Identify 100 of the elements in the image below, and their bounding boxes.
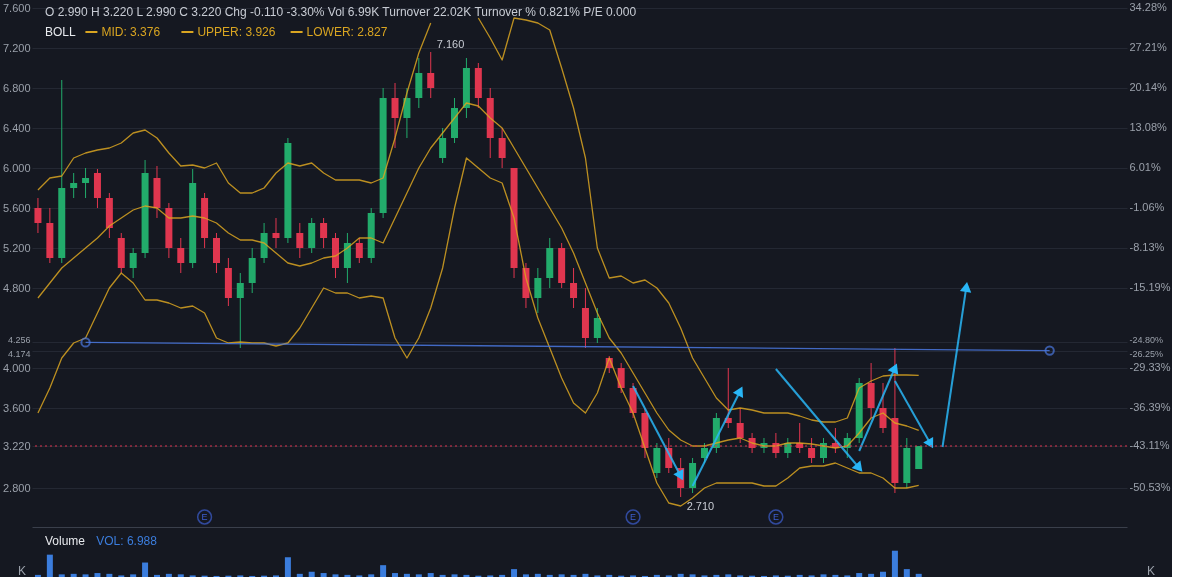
bar	[320, 573, 327, 577]
candlestick	[439, 127, 447, 164]
candlestick	[355, 237, 363, 264]
candlestick	[534, 267, 542, 314]
y2-tick-label: -43.11%	[1129, 439, 1170, 452]
bar	[82, 574, 89, 577]
bar	[58, 574, 65, 577]
candlestick	[236, 272, 244, 349]
candlestick	[403, 87, 411, 139]
bar	[796, 574, 803, 577]
legend-label: MID: 3.376	[101, 25, 161, 39]
y2-tick-label: -15.19%	[1129, 281, 1171, 294]
bar	[511, 569, 518, 577]
bar	[856, 573, 863, 577]
line-series	[477, 17, 920, 423]
y2-tick-label: -24.80%	[1129, 334, 1164, 345]
y-tick-label: 6.400	[2, 121, 31, 134]
candlestick	[593, 307, 601, 344]
y2-tick-label: -50.53%	[1129, 481, 1171, 494]
y2-tick-label: 27.21%	[1129, 41, 1168, 54]
y-tick-label: 4.000	[2, 361, 31, 374]
bar	[368, 574, 375, 577]
bar	[130, 574, 137, 577]
bar	[522, 574, 529, 577]
bar	[415, 574, 422, 577]
point	[1044, 345, 1055, 356]
bar	[106, 573, 113, 577]
bar	[820, 574, 827, 577]
candlestick	[498, 127, 506, 169]
y-tick-label: 4.800	[2, 281, 31, 294]
bar	[46, 554, 53, 577]
y-tick-label: 3.220	[2, 439, 31, 452]
bar	[570, 574, 577, 577]
annotation: O 2.990 H 3.220 L 2.990 C 3.220 Chg -0.110 -3.30% Vol 6.99K Turnover 22.02K Turnover % 0.821% P/E 0.000	[45, 5, 637, 19]
y-tick-label: 5.200	[2, 241, 31, 254]
bar	[284, 557, 291, 577]
candlestick	[736, 407, 744, 444]
bar	[439, 574, 446, 577]
y2-tick-label: 20.14%	[1129, 81, 1168, 94]
bar	[451, 574, 458, 577]
candlestick	[320, 217, 328, 249]
line-series	[37, 22, 432, 194]
candlestick	[129, 247, 137, 279]
bar	[296, 573, 303, 577]
y-tick-label: 2.800	[2, 481, 31, 494]
bar	[713, 574, 720, 577]
data-label: E	[201, 512, 208, 522]
y2-tick-label: 6.01%	[1129, 161, 1161, 174]
bar	[868, 573, 875, 577]
candlestick	[427, 51, 435, 99]
bar	[94, 573, 101, 577]
y2-tick-label: 13.08%	[1129, 121, 1168, 134]
bar	[915, 573, 922, 577]
bar	[582, 573, 589, 577]
bar	[499, 574, 506, 577]
bar	[653, 574, 660, 577]
annotation: 7.160	[436, 38, 465, 50]
bar	[903, 569, 910, 577]
candlestick	[70, 172, 78, 199]
bar	[308, 571, 315, 577]
candlestick	[82, 167, 90, 199]
point	[80, 337, 91, 348]
bar	[177, 574, 184, 577]
bar	[427, 573, 434, 577]
candlestick	[570, 267, 578, 309]
y-tick-label: 7.200	[2, 41, 31, 54]
data-label: E	[630, 512, 637, 522]
bar	[34, 574, 41, 577]
bar	[880, 571, 887, 577]
y-tick-label: 5.600	[2, 201, 31, 214]
y2-tick-label: 34.28%	[1129, 1, 1168, 14]
bar	[832, 574, 839, 577]
candlestick	[177, 237, 185, 274]
y-tick-label: 6.000	[2, 161, 31, 174]
legend-label: UPPER: 3.926	[197, 25, 276, 39]
bar	[546, 574, 553, 577]
bar	[332, 574, 339, 577]
candlestick	[617, 362, 625, 394]
y-tick-label: 3.600	[2, 401, 31, 414]
annotation: BOLL	[45, 25, 77, 39]
bar	[689, 574, 696, 577]
y-tick-label: 4.174	[7, 349, 31, 360]
bar	[153, 574, 160, 577]
candlestick	[272, 217, 280, 249]
bar	[463, 574, 470, 577]
candlestick	[296, 222, 304, 259]
bar	[142, 562, 149, 577]
bar	[165, 573, 172, 577]
data-label: E	[772, 512, 779, 522]
bar	[403, 573, 410, 577]
annotation: 2.710	[686, 500, 715, 512]
bar	[344, 574, 351, 577]
y-tick-label: 4.256	[7, 334, 31, 345]
candlestick	[879, 382, 887, 434]
text: K	[17, 564, 26, 578]
text: K	[1147, 564, 1156, 578]
y2-tick-label: -26.25%	[1129, 349, 1164, 360]
y-tick-label: 7.600	[2, 1, 31, 14]
bar	[70, 573, 77, 577]
chart-title: Volume	[45, 534, 86, 548]
